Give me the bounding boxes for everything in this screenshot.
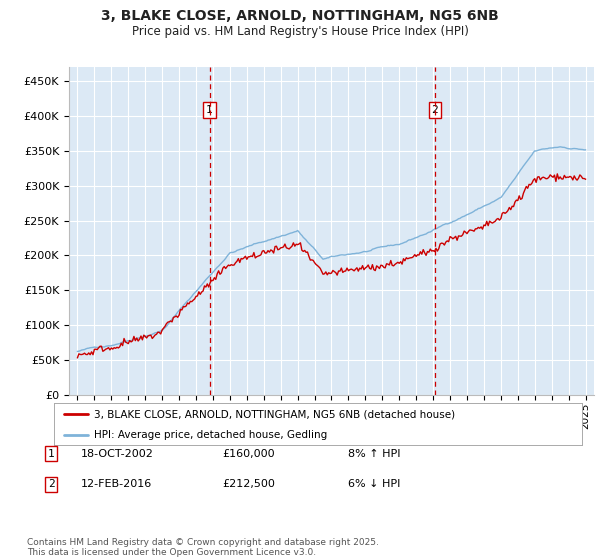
Text: Contains HM Land Registry data © Crown copyright and database right 2025.
This d: Contains HM Land Registry data © Crown c… [27, 538, 379, 557]
Text: 12-FEB-2016: 12-FEB-2016 [81, 479, 152, 489]
Text: 3, BLAKE CLOSE, ARNOLD, NOTTINGHAM, NG5 6NB (detached house): 3, BLAKE CLOSE, ARNOLD, NOTTINGHAM, NG5 … [94, 409, 455, 419]
Text: Price paid vs. HM Land Registry's House Price Index (HPI): Price paid vs. HM Land Registry's House … [131, 25, 469, 38]
Text: 1: 1 [206, 105, 213, 115]
Text: 3, BLAKE CLOSE, ARNOLD, NOTTINGHAM, NG5 6NB: 3, BLAKE CLOSE, ARNOLD, NOTTINGHAM, NG5 … [101, 9, 499, 23]
Text: 18-OCT-2002: 18-OCT-2002 [81, 449, 154, 459]
Text: 2: 2 [431, 105, 438, 115]
Text: 6% ↓ HPI: 6% ↓ HPI [348, 479, 400, 489]
Text: £160,000: £160,000 [222, 449, 275, 459]
Text: 2: 2 [47, 479, 55, 489]
Text: HPI: Average price, detached house, Gedling: HPI: Average price, detached house, Gedl… [94, 430, 327, 440]
Text: £212,500: £212,500 [222, 479, 275, 489]
Text: 1: 1 [47, 449, 55, 459]
Text: 8% ↑ HPI: 8% ↑ HPI [348, 449, 401, 459]
